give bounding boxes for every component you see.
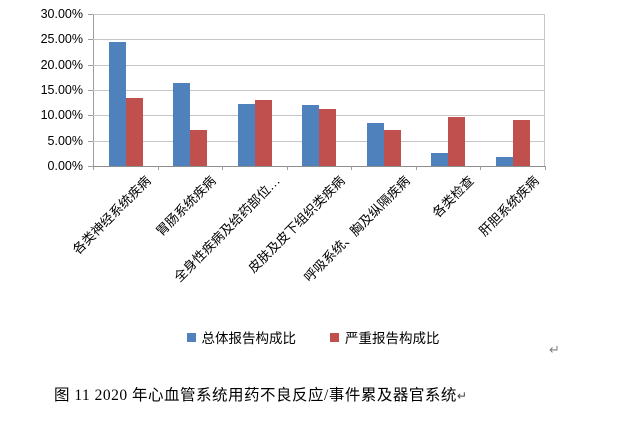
x-axis-tick [93, 166, 94, 170]
bar-overall [173, 82, 190, 166]
category-label: 各类检查 [429, 173, 477, 221]
y-axis-tick [88, 141, 93, 142]
legend-swatch-icon [330, 332, 339, 342]
category-label: 肝胆系统疾病 [475, 173, 542, 239]
y-axis-label: 5.00% [47, 134, 83, 148]
legend-swatch-icon [186, 332, 196, 342]
y-axis-tick [88, 65, 93, 66]
bar-serious [448, 117, 465, 166]
x-axis-line [93, 166, 545, 167]
x-axis-tick [416, 166, 417, 170]
gridline [93, 39, 545, 40]
y-axis-label: 30.00% [40, 7, 83, 21]
figure-caption-text: 图 11 2020 年心血管系统用药不良反应/事件累及器官系统 [54, 387, 457, 404]
bar-serious [190, 129, 207, 166]
x-axis-tick [545, 166, 546, 170]
y-axis-label: 20.00% [40, 58, 83, 72]
y-axis-tick [88, 166, 93, 167]
bar-overall [238, 103, 255, 166]
category-label: 呼吸系统、胸及纵隔疾病 [300, 173, 413, 285]
legend-item-serious: 严重报告构成比 [330, 327, 440, 347]
x-axis-tick [287, 166, 288, 170]
y-axis-label: 15.00% [40, 83, 83, 97]
category-label: 胃肠系统疾病 [152, 173, 219, 239]
bar-serious [319, 109, 336, 166]
category-label: 各类神经系统疾病 [69, 173, 155, 258]
chart-legend: 总体报告构成比 严重报告构成比 [0, 327, 626, 347]
legend-label: 严重报告构成比 [345, 331, 440, 346]
y-axis-tick [88, 39, 93, 40]
bar-serious [513, 120, 530, 166]
bar-overall [302, 105, 319, 166]
x-axis-tick [351, 166, 352, 170]
legend-item-overall: 总体报告构成比 [186, 327, 297, 347]
gridline [93, 14, 545, 15]
bar-serious [126, 97, 143, 166]
bar-overall [496, 156, 513, 166]
x-axis-tick [480, 166, 481, 170]
y-axis-label: 10.00% [40, 108, 83, 122]
bar-overall [367, 123, 384, 166]
x-axis-tick [222, 166, 223, 170]
plot-area [88, 14, 546, 170]
category-label: 全身性疾病及给药部位… [171, 173, 284, 285]
gridline [93, 90, 545, 91]
bar-overall [431, 153, 448, 166]
y-axis-tick [88, 90, 93, 91]
bar-serious [384, 129, 401, 166]
caption-return-mark: ↵ [456, 389, 468, 403]
bar-serious [255, 99, 272, 166]
figure-caption: 图 11 2020 年心血管系统用药不良反应/事件累及器官系统↵ [54, 383, 467, 405]
y-axis-tick [88, 115, 93, 116]
y-axis-tick [88, 14, 93, 15]
gridline [93, 65, 545, 66]
y-axis-label: 0.00% [47, 159, 83, 173]
y-axis-label: 25.00% [40, 32, 83, 46]
paragraph-return-mark: ↵ [549, 343, 560, 358]
legend-label: 总体报告构成比 [201, 331, 297, 346]
x-axis-tick [158, 166, 159, 170]
bar-overall [109, 42, 126, 166]
